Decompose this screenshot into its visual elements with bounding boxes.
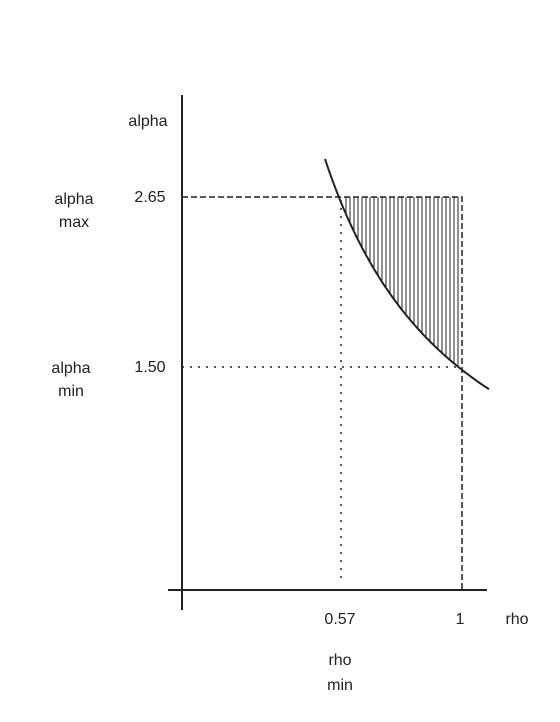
x-axis-label: rho <box>505 611 528 628</box>
axes <box>168 95 487 610</box>
side-label: rho <box>328 652 351 669</box>
side-label: max <box>59 214 89 231</box>
hatched-region <box>345 197 459 367</box>
y-tick-label: 1.50 <box>134 359 165 376</box>
x-tick-label: 0.57 <box>324 611 355 628</box>
y-tick-label: 2.65 <box>134 189 165 206</box>
y-axis-label: alpha <box>128 113 167 130</box>
guides <box>182 196 463 590</box>
side-label: min <box>327 677 353 694</box>
side-label: min <box>58 383 84 400</box>
curve <box>324 158 490 391</box>
side-label: alpha <box>51 360 90 377</box>
alpha-max-guide <box>182 196 463 590</box>
side-label: alpha <box>54 191 93 208</box>
x-tick-label: 1 <box>456 611 465 628</box>
